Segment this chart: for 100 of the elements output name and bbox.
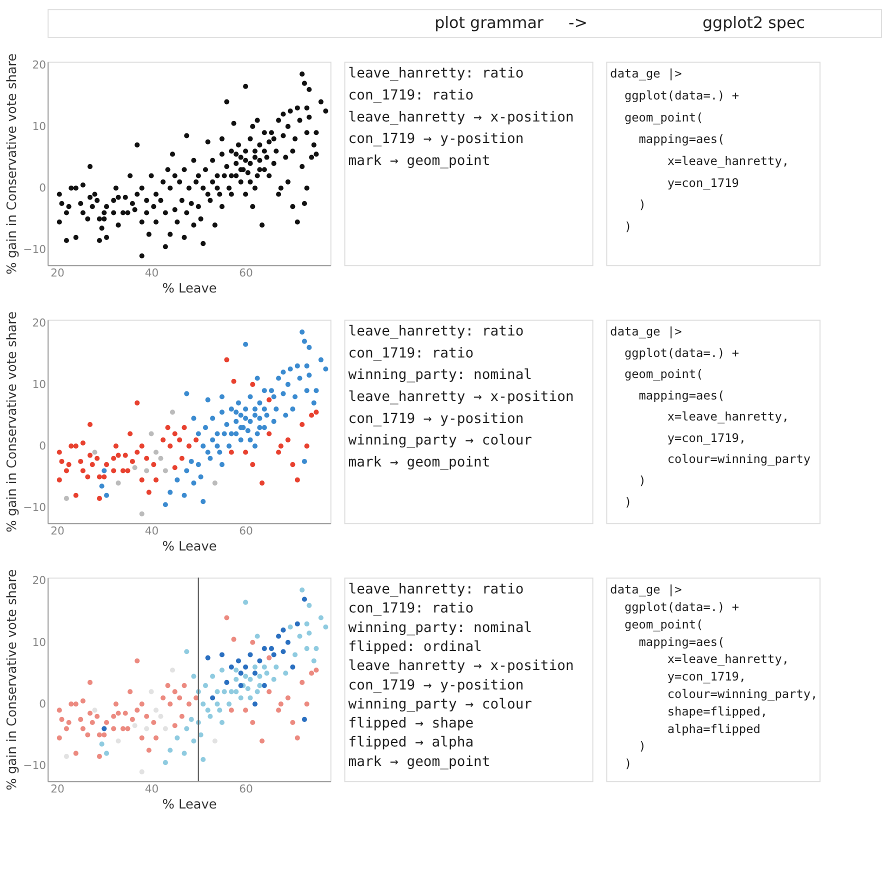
point (311, 658, 316, 664)
x-axis-title: % Leave (162, 281, 217, 296)
point (139, 511, 144, 516)
text: alpha=flipped (667, 722, 760, 736)
point (323, 624, 328, 630)
text: mark → geom_point (348, 454, 490, 471)
text: x=leave_hanretty, (667, 410, 790, 424)
point (285, 640, 291, 645)
point (224, 680, 230, 685)
text: ggplot(data=.) + (624, 346, 740, 360)
point (170, 410, 176, 415)
point (290, 664, 296, 670)
x-tick-label: 20 (50, 782, 65, 796)
point (184, 726, 190, 732)
point (191, 738, 196, 744)
point (262, 664, 267, 670)
point (188, 716, 194, 722)
text: mark → geom_point (348, 754, 490, 770)
text: leave_hanretty → x-position (348, 389, 574, 406)
text: data_ge |> (610, 66, 682, 81)
point (116, 738, 121, 744)
point (262, 646, 267, 652)
point (144, 468, 150, 474)
x-tick-label: 40 (144, 782, 159, 796)
point (64, 754, 70, 759)
y-tick-label: 20 (32, 58, 46, 72)
x-axis-title: % Leave (162, 797, 217, 812)
text: plot grammar (434, 13, 544, 32)
point (252, 702, 258, 707)
point (205, 655, 210, 660)
x-tick-label: 40 (144, 524, 159, 538)
text: shape=flipped, (667, 704, 768, 718)
point (144, 726, 150, 732)
point (243, 600, 248, 605)
point (182, 750, 187, 756)
text: con_1719 → y-position (348, 131, 524, 148)
text: ggplot(data=.) + (624, 88, 740, 102)
point (219, 652, 225, 658)
point (116, 480, 121, 486)
point (248, 676, 253, 682)
point (174, 735, 180, 740)
point (238, 670, 244, 676)
point (314, 646, 319, 652)
point (280, 649, 286, 654)
text: leave_hanretty: ratio (348, 324, 524, 340)
text: con_1719 → y-position (348, 410, 524, 427)
point (99, 742, 104, 747)
text: y=con_1719, (667, 670, 746, 684)
text: con_1719: ratio (348, 87, 474, 104)
text: leave_hanretty → x-position (348, 109, 574, 126)
point (288, 624, 293, 630)
x-axis-title: % Leave (162, 539, 217, 554)
text: winning_party: nominal (348, 620, 532, 636)
text: -> (568, 13, 588, 32)
point (200, 756, 206, 762)
text: mapping=aes( (638, 132, 725, 146)
point (222, 689, 227, 694)
point (294, 621, 300, 626)
point (271, 652, 276, 658)
text: colour=winning_party (667, 452, 811, 466)
point (274, 664, 279, 670)
point (302, 716, 307, 722)
point (271, 676, 276, 682)
point (92, 708, 98, 713)
point (236, 658, 242, 664)
point (248, 652, 253, 658)
point (210, 674, 216, 679)
point (212, 480, 218, 486)
point (245, 686, 250, 692)
point (252, 664, 258, 670)
x-tick-label: 60 (239, 266, 254, 280)
x-tick-label: 40 (144, 266, 159, 280)
point (257, 674, 262, 679)
point (148, 431, 154, 436)
y-tick-label: −10 (23, 759, 46, 772)
point (306, 602, 312, 608)
point (148, 689, 154, 694)
point (153, 708, 159, 713)
point (252, 670, 258, 676)
point (297, 634, 302, 639)
point (162, 468, 168, 474)
text: y=con_1719 (667, 176, 739, 190)
point (302, 596, 307, 602)
y-axis-title: % gain in Conservative vote share (5, 53, 20, 274)
text: geom_point( (624, 367, 704, 382)
text: ggplot2 spec (702, 13, 805, 32)
point (248, 695, 253, 700)
text: winning_party: nominal (348, 367, 532, 384)
text: con_1719: ratio (348, 345, 474, 362)
point (234, 676, 239, 682)
point (132, 465, 138, 470)
text: ggplot(data=.) + (624, 600, 740, 614)
point (64, 496, 70, 501)
text: ) (624, 219, 632, 234)
point (208, 714, 213, 719)
point (318, 615, 324, 620)
point (217, 708, 222, 713)
text: ) (638, 198, 646, 212)
text: geom_point( (624, 110, 704, 124)
point (162, 726, 168, 732)
